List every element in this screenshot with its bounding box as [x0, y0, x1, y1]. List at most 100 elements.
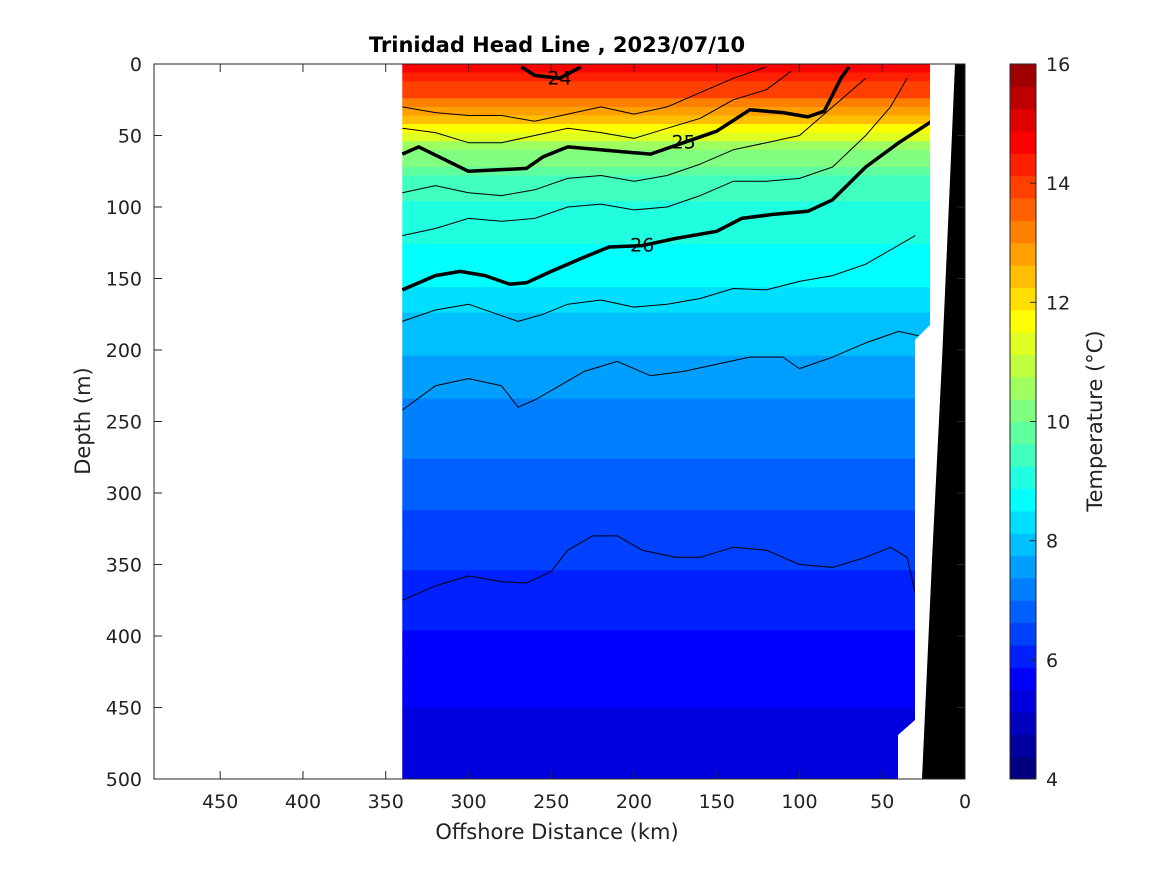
colorbar-swatch: [1010, 667, 1036, 691]
temperature-band: [402, 98, 932, 108]
x-tick-label: 50: [870, 791, 894, 813]
density-contour: [402, 66, 767, 122]
chart-title: Trinidad Head Line , 2023/07/10: [369, 33, 745, 57]
colorbar-swatch: [1010, 533, 1036, 557]
colorbar-tick-label: 16: [1046, 54, 1070, 76]
temperature-band: [402, 493, 932, 503]
x-tick-label: 450: [202, 791, 238, 813]
colorbar-swatch: [1010, 332, 1036, 355]
temperature-band: [402, 106, 932, 117]
temperature-band: [402, 664, 932, 674]
seafloor-bathymetry: [898, 64, 965, 779]
colorbar-label: Temperature (°C): [1083, 330, 1107, 512]
temperature-band: [402, 355, 932, 365]
temperature-band: [402, 64, 932, 74]
colorbar-swatch: [1010, 86, 1036, 110]
temperature-band: [402, 81, 932, 91]
colorbar-swatch: [1010, 265, 1036, 288]
colorbar-swatch: [1010, 734, 1036, 758]
colorbar-swatch: [1010, 689, 1036, 713]
temperature-band: [402, 767, 932, 777]
colorbar-swatch: [1010, 153, 1036, 177]
colorbar-swatch: [1010, 198, 1036, 221]
colorbar-swatch: [1010, 131, 1036, 154]
x-tick-label: 200: [616, 791, 652, 813]
colorbar-tick-label: 8: [1046, 531, 1058, 553]
seafloor-shape: [920, 64, 965, 779]
colorbar-tick-label: 10: [1046, 412, 1070, 434]
temperature-band: [402, 621, 932, 631]
temperature-band: [402, 158, 932, 168]
temperature-band: [402, 244, 932, 254]
y-tick-label: 400: [106, 626, 142, 648]
temperature-band: [402, 261, 932, 271]
temperature-band: [402, 656, 932, 666]
colorbar-swatch: [1010, 466, 1036, 490]
colorbar-swatch: [1010, 354, 1036, 378]
colorbar-tick-label: 12: [1046, 292, 1070, 314]
colorbar-swatch: [1010, 287, 1036, 311]
colorbar: 4 6 8 10 12 14 16: [1009, 54, 1070, 791]
temperature-band: [402, 201, 932, 211]
colorbar-swatch: [1010, 555, 1036, 579]
temperature-band: [402, 630, 932, 640]
temperature-band: [402, 458, 932, 468]
y-tick-label: 300: [106, 483, 142, 505]
y-tick-label: 200: [106, 340, 142, 362]
temperature-band: [402, 518, 932, 528]
temperature-band: [402, 484, 932, 494]
colorbar-tick-label: 6: [1046, 650, 1058, 672]
temperature-band: [402, 467, 932, 477]
temperature-band: [402, 475, 932, 486]
temperature-band: [402, 209, 932, 220]
temperature-band: [402, 432, 932, 443]
temperature-band: [402, 741, 932, 751]
colorbar-tick-label: 14: [1046, 173, 1070, 195]
colorbar-swatch: [1010, 108, 1036, 132]
temperature-band: [402, 535, 932, 546]
temperature-band: [402, 312, 932, 322]
x-tick-label: 150: [699, 791, 735, 813]
colorbar-swatch: [1010, 242, 1036, 266]
colorbar-swatch: [1010, 421, 1036, 445]
temperature-band: [402, 72, 932, 82]
x-tick-label: 300: [450, 791, 486, 813]
temperature-band: [402, 544, 932, 554]
temperature-band: [402, 690, 932, 700]
density-contour: [402, 78, 908, 237]
temperature-band: [402, 278, 932, 288]
x-axis: 450 400 350 300 250 200 150 100 50 0: [202, 64, 971, 813]
contour-label: 24: [547, 67, 571, 89]
temperature-band: [402, 553, 932, 563]
colorbar-swatch: [1010, 577, 1036, 601]
colorbar-swatch: [1010, 399, 1036, 422]
temperature-band: [402, 166, 932, 177]
temperature-band: [402, 716, 932, 726]
x-tick-label: 0: [959, 791, 971, 813]
temperature-band: [402, 681, 932, 691]
density-contour: [402, 330, 919, 411]
y-tick-label: 350: [106, 555, 142, 577]
temperature-band: [402, 595, 932, 606]
temperature-band: [402, 578, 932, 588]
density-contour-bold: [520, 65, 582, 81]
temperature-band: [402, 321, 932, 331]
temperature-band: [402, 141, 932, 151]
temperature-band: [402, 175, 932, 185]
temperature-band: [402, 372, 932, 383]
temperature-band: [402, 613, 932, 623]
temperature-band: [402, 149, 932, 159]
temperature-band: [402, 750, 932, 760]
temperature-band: [402, 184, 932, 194]
temperature-band: [402, 698, 932, 709]
colorbar-swatch: [1010, 622, 1036, 646]
temperature-band: [402, 450, 932, 460]
temperature-band: [402, 707, 932, 717]
x-tick-label: 350: [368, 791, 404, 813]
temperature-band: [402, 510, 932, 520]
temperature-band: [402, 587, 932, 597]
temperature-band: [402, 89, 932, 99]
temperature-band: [402, 252, 932, 262]
temperature-band: [402, 269, 932, 280]
temperature-band: [402, 218, 932, 228]
